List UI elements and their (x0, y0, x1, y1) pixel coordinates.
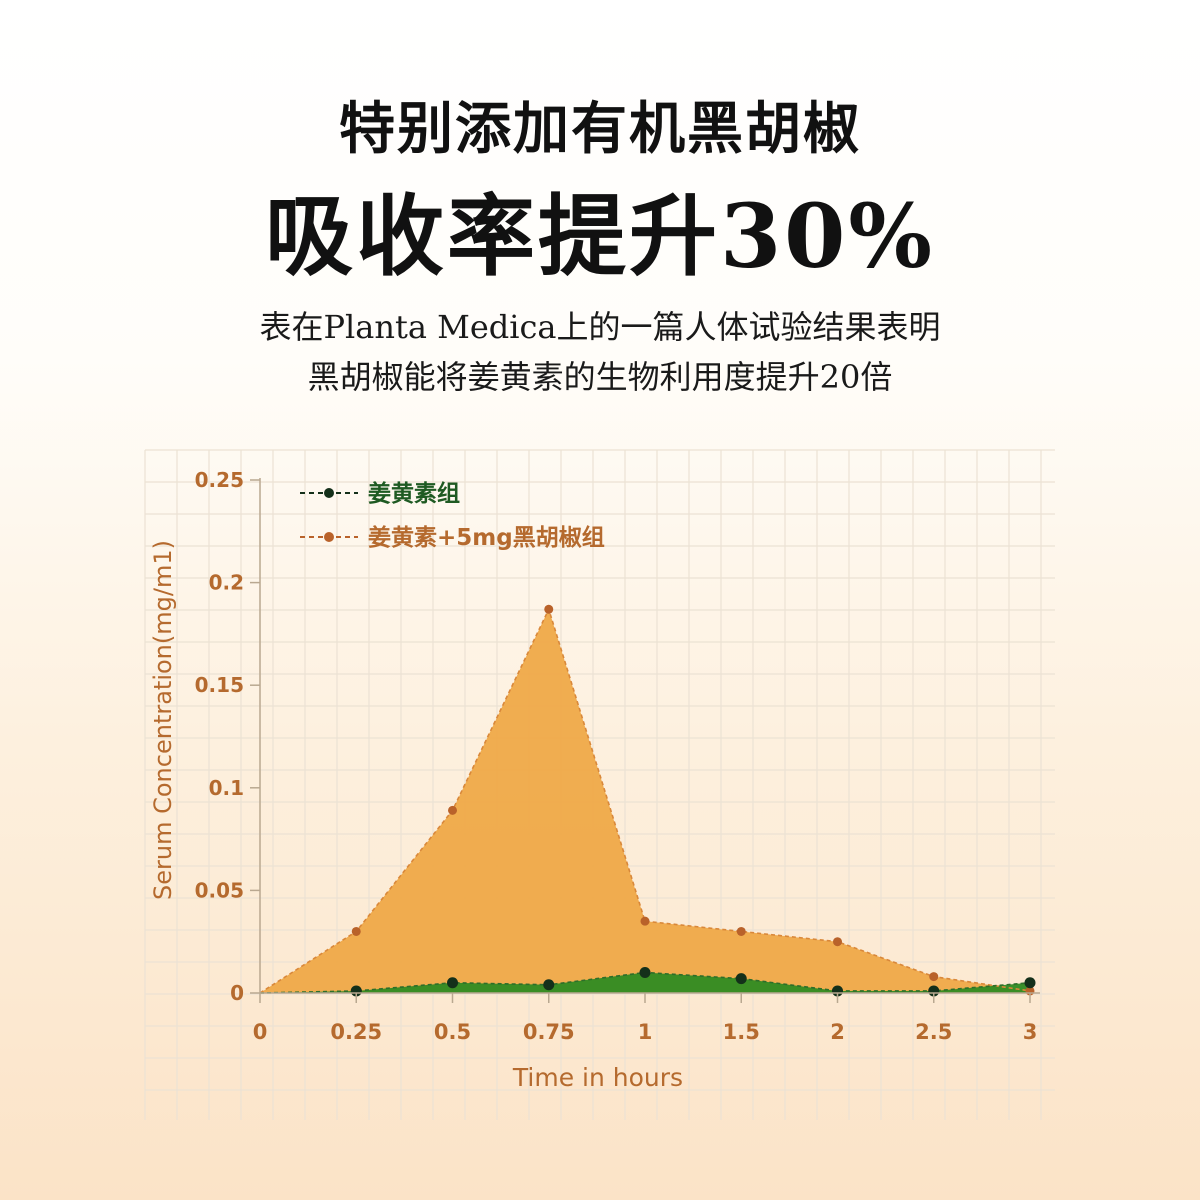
data-point-series-1 (544, 604, 554, 614)
y-axis-label: Serum Concentration(mg/m1) (149, 540, 177, 900)
page-title: 特别添加有机黑胡椒 (339, 96, 861, 162)
y-tick-label: 0.1 (209, 776, 244, 800)
data-point-series-1 (833, 937, 842, 947)
area-series-1 (260, 609, 1030, 993)
data-point-series-0 (639, 966, 651, 978)
x-axis-label: Time in hours (512, 1063, 683, 1092)
area-chart: 0 0.05 0.1 0.15 0.2 0.25 0 0.25 0.5 0.75 1 1.5 2 2.5 3… (144, 449, 1055, 1120)
subtitle-line-2: 黑胡椒能将姜黄素的生物利用度提升20倍 (307, 358, 893, 396)
x-tick-label: 0.25 (330, 1020, 382, 1044)
data-point-series-0 (543, 979, 555, 991)
x-tick-label: 0.75 (523, 1020, 575, 1044)
data-point-series-1 (736, 926, 746, 936)
line-series-1 (259, 607, 1031, 994)
y-tick-label: 0.25 (195, 468, 244, 492)
y-tick-label: 0.05 (195, 878, 244, 902)
chart-area: 0 0.05 0.1 0.15 0.2 0.25 0 0.25 0.5 0.75 1 1.5 2 2.5 3… (0, 440, 1200, 1160)
legend-marker-series-0 (324, 488, 334, 498)
y-tick-label: 0.15 (195, 673, 244, 697)
data-point-series-1 (929, 972, 939, 982)
data-point-series-0 (447, 977, 458, 989)
legend-marker-series-1 (324, 532, 334, 542)
x-tick-label: 1 (638, 1020, 653, 1044)
data-point-series-0 (735, 973, 747, 985)
x-tick-label: 2.5 (915, 1020, 952, 1044)
y-tick-label: 0 (230, 981, 244, 1005)
chart-areas (260, 609, 1030, 993)
x-tick-label: 0 (253, 1020, 268, 1044)
x-tick-label: 3 (1023, 1020, 1038, 1044)
headline: 吸收率提升30% (264, 184, 936, 288)
data-point-series-1 (351, 926, 361, 936)
data-point-series-0 (1024, 977, 1036, 989)
x-tick-label: 1.5 (723, 1020, 760, 1044)
data-point-series-1 (640, 916, 650, 926)
y-tick-label: 0.2 (209, 571, 244, 595)
chart-axes: 0 0.05 0.1 0.15 0.2 0.25 0 0.25 0.5 0.75 1 1.5 2 2.5 3 (195, 468, 1040, 1044)
legend-label-series-0: 姜黄素组 (368, 480, 460, 507)
data-point-series-1 (448, 805, 457, 815)
x-tick-label: 0.5 (434, 1020, 471, 1044)
subtitle-line-1: 表在Planta Medica上的一篇人体试验结果表明 (259, 308, 941, 346)
x-tick-label: 2 (830, 1020, 845, 1044)
legend-label-series-1: 姜黄素+5mg黑胡椒组 (368, 524, 605, 551)
